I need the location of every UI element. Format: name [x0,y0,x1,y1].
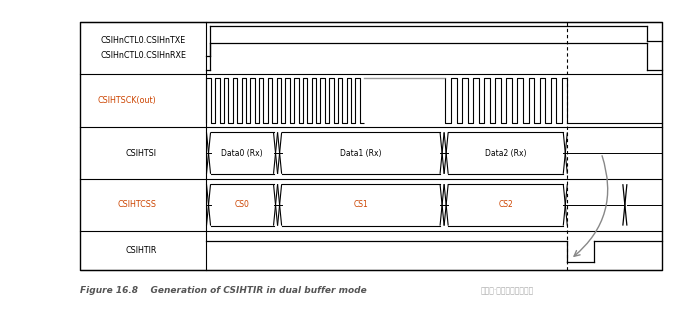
Text: Figure 16.8    Generation of CSIHTIR in dual buffer mode: Figure 16.8 Generation of CSIHTIR in dua… [80,286,367,295]
Text: CS1: CS1 [353,200,368,209]
Text: CSIHTSI: CSIHTSI [126,149,156,158]
Text: Data0 (Rx): Data0 (Rx) [221,149,263,158]
Text: 公众号·汽车电子学习笔记: 公众号·汽车电子学习笔记 [481,286,534,295]
Text: CSIHTSCK(out): CSIHTSCK(out) [98,96,156,105]
Text: CSIHnCTL0.CSIHnTXE: CSIHnCTL0.CSIHnTXE [101,35,185,45]
Text: CS0: CS0 [235,200,249,209]
Text: Data1 (Rx): Data1 (Rx) [340,149,382,158]
Text: Data2 (Rx): Data2 (Rx) [485,149,527,158]
Bar [80,22,662,270]
Text: CSIHTIR: CSIHTIR [125,246,156,255]
Text: CSIHnCTL0.CSIHnRXE: CSIHnCTL0.CSIHnRXE [100,51,186,60]
Text: CS2: CS2 [498,200,513,209]
Text: CSIHTCSS: CSIHTCSS [118,200,156,209]
